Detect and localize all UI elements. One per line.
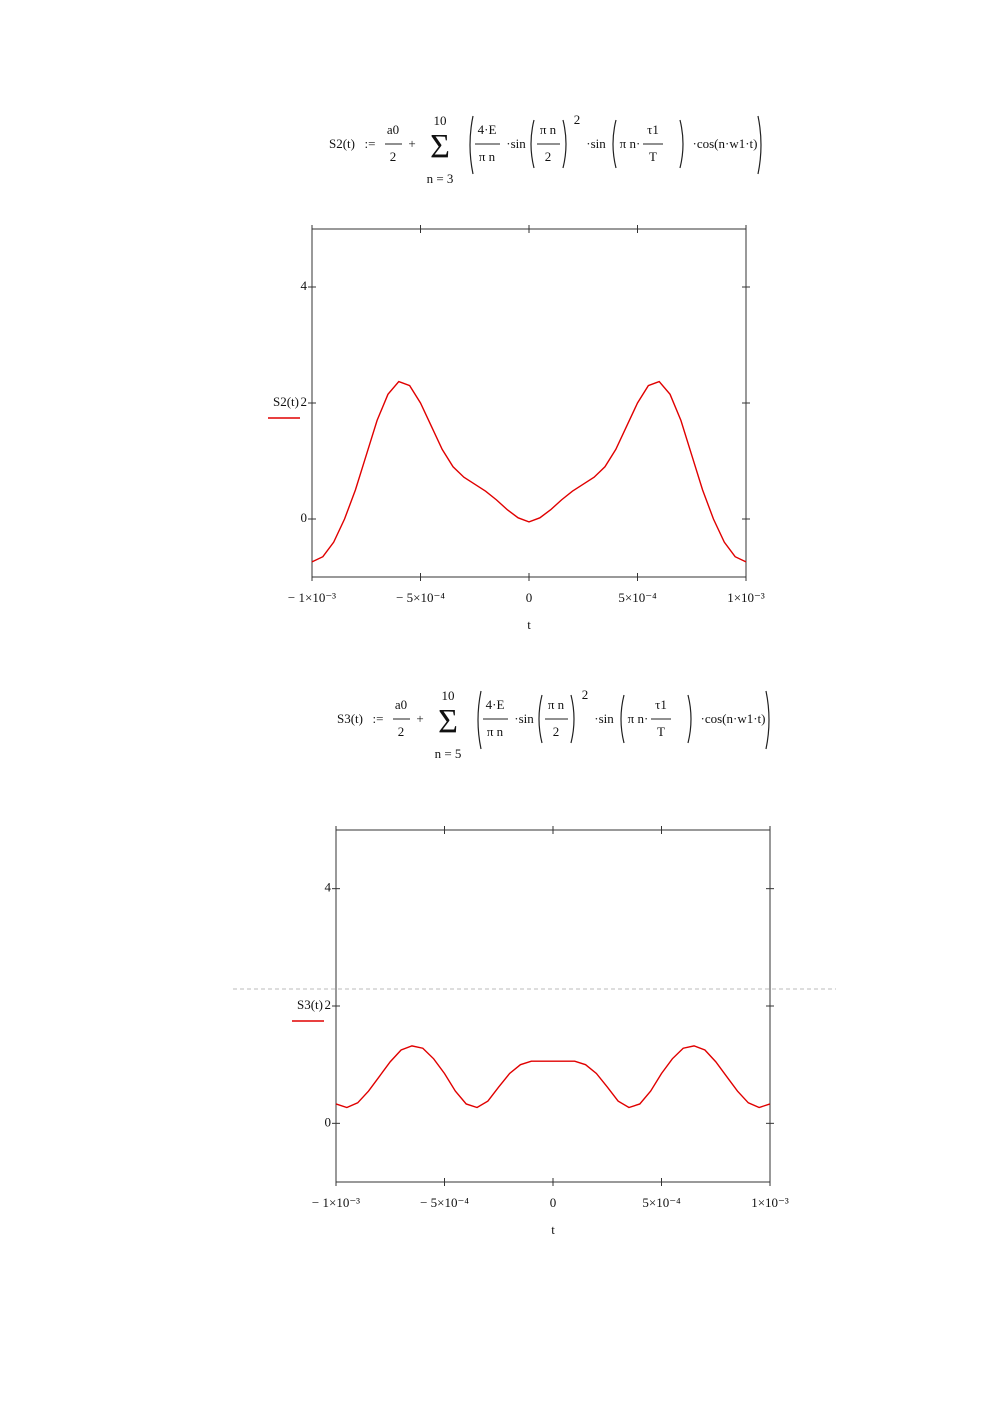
formula-text: :=: [373, 711, 384, 726]
formula-text: τ1: [655, 697, 667, 712]
series-line: [335, 1045, 771, 1109]
formula-text: S3(t): [337, 711, 363, 726]
formula-text: π n: [548, 697, 565, 712]
formula-text: π n·: [620, 136, 641, 151]
formula-text: 2: [398, 724, 405, 739]
formula-text: T: [649, 149, 657, 164]
x-tick-label: − 5×10⁻⁴: [396, 590, 445, 605]
legend-label: S3(t): [297, 997, 323, 1012]
formula-text: n = 5: [435, 746, 462, 761]
y-tick-label: 4: [325, 880, 332, 895]
formula-text: ·cos(n·w1·t): [693, 136, 758, 151]
series-line: [311, 380, 747, 563]
formula-text: π n: [540, 122, 557, 137]
formula-text: π n: [479, 149, 496, 164]
legend-label: S2(t): [273, 394, 299, 409]
x-axis-label: t: [551, 1222, 555, 1237]
formula-text: a0: [387, 122, 399, 137]
plot-frame: [311, 228, 747, 578]
chart: − 1×10⁻³ − 5×10⁻⁴ 0 5×10⁻⁴ 1×10⁻³ 0 2 4 t S3(t): [292, 826, 789, 1237]
formula-text: 2: [545, 149, 552, 164]
x-tick-label: 1×10⁻³: [751, 1195, 789, 1210]
paren-close: [687, 694, 692, 744]
formula-text: π n: [487, 724, 504, 739]
formula-text: ·sin: [586, 136, 606, 151]
x-tick-label: 0: [526, 590, 533, 605]
paren-close: [757, 115, 762, 175]
formula-text: 4·E: [478, 122, 497, 137]
formula-text: 10: [442, 688, 455, 703]
formula-text: ·sin: [594, 711, 614, 726]
formula-text: 2: [553, 724, 560, 739]
paren-open: [477, 690, 482, 750]
formula-text: Σ: [438, 703, 458, 740]
formula-text: τ1: [647, 122, 659, 137]
x-tick-label: 5×10⁻⁴: [618, 590, 657, 605]
y-tick-label: 4: [301, 278, 308, 293]
formula-text: 10: [434, 113, 447, 128]
formula-text: 4·E: [486, 697, 505, 712]
formula-text: 2: [574, 112, 581, 127]
formula-text: n = 3: [427, 171, 454, 186]
x-tick-label: 1×10⁻³: [727, 590, 765, 605]
formula-text: π n·: [628, 711, 649, 726]
chart: − 1×10⁻³ − 5×10⁻⁴ 0 5×10⁻⁴ 1×10⁻³ 0 2 4 t S2(t): [268, 225, 765, 632]
formula-text: S2(t): [329, 136, 355, 151]
formula-text: ·sin: [514, 711, 534, 726]
paren-open: [530, 119, 535, 169]
y-tick-label: 0: [301, 510, 308, 525]
x-tick-label: 5×10⁻⁴: [642, 1195, 681, 1210]
paren-close: [679, 119, 684, 169]
formula-text: +: [408, 136, 415, 151]
paren-close: [765, 690, 770, 750]
paren-open: [538, 694, 543, 744]
formula-text: T: [657, 724, 665, 739]
y-tick-label: 2: [301, 394, 308, 409]
formula-text: Σ: [430, 128, 450, 165]
x-tick-label: − 1×10⁻³: [312, 1195, 360, 1210]
paren-open: [612, 119, 617, 169]
paren-close: [562, 119, 567, 169]
formula-text: +: [416, 711, 423, 726]
formula-text: 2: [390, 149, 397, 164]
formula-text: ·cos(n·w1·t): [701, 711, 766, 726]
paren-open: [620, 694, 625, 744]
x-axis-label: t: [527, 617, 531, 632]
paren-open: [469, 115, 474, 175]
y-tick-label: 2: [325, 997, 332, 1012]
formula-text: ·sin: [506, 136, 526, 151]
x-tick-label: − 1×10⁻³: [288, 590, 336, 605]
formula-text: a0: [395, 697, 407, 712]
formula-text: 2: [582, 687, 589, 702]
x-tick-label: 0: [550, 1195, 557, 1210]
x-tick-label: − 5×10⁻⁴: [420, 1195, 469, 1210]
plot-frame: [335, 829, 771, 1183]
formula-text: :=: [365, 136, 376, 151]
y-tick-label: 0: [325, 1114, 332, 1129]
paren-close: [570, 694, 575, 744]
